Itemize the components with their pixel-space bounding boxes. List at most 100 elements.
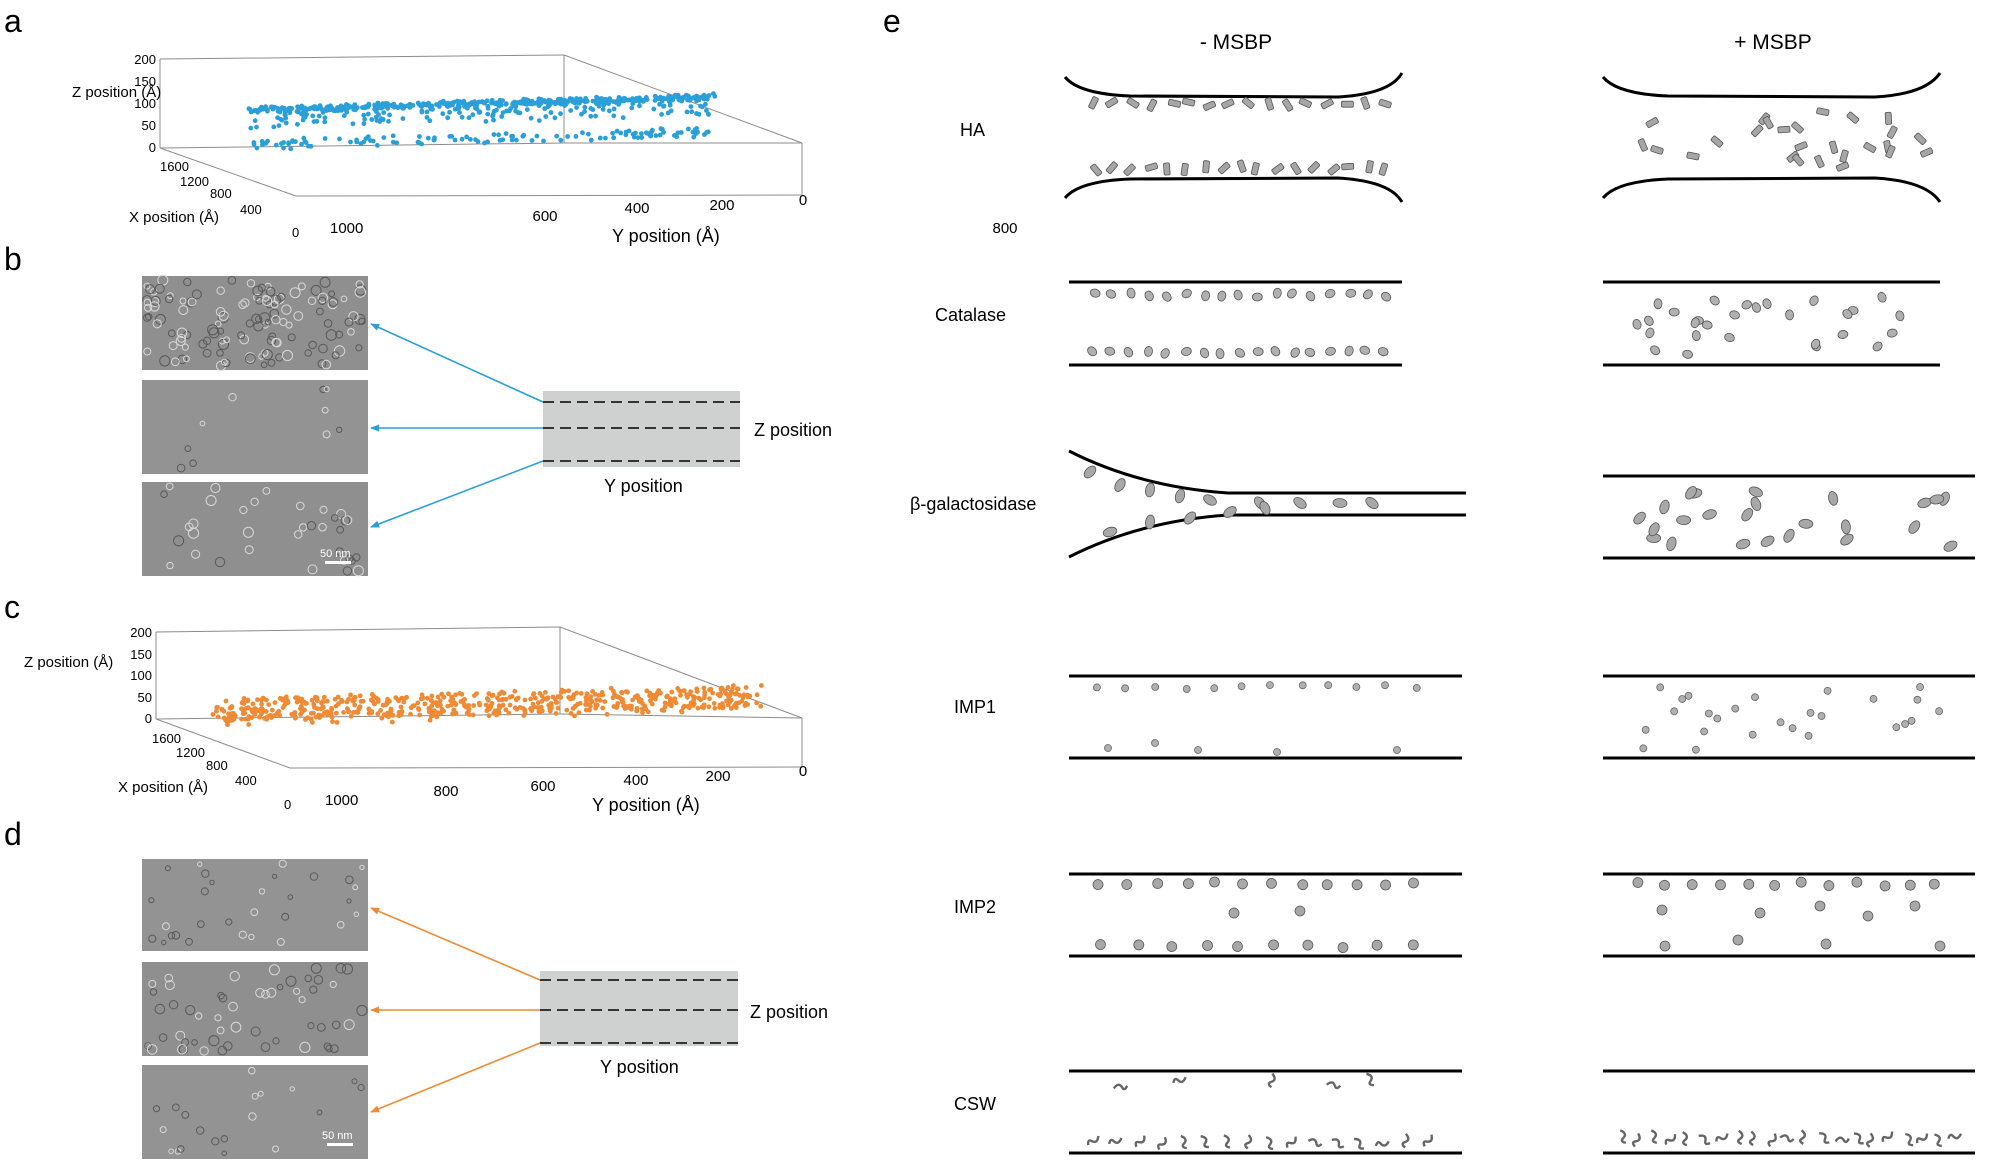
data-point <box>338 108 344 113</box>
data-point <box>445 103 450 109</box>
protein-particle <box>1366 1072 1374 1087</box>
protein-particle <box>1321 879 1333 891</box>
data-point <box>375 711 381 717</box>
protein-particle <box>1879 880 1891 892</box>
data-point <box>623 132 629 138</box>
data-point <box>426 100 431 106</box>
particle <box>214 320 222 328</box>
data-point <box>393 695 399 701</box>
membrane-ha-plus-top <box>1601 72 1942 99</box>
data-point <box>614 128 620 134</box>
protein-particle <box>1217 290 1227 302</box>
data-point <box>503 696 509 702</box>
particle <box>359 864 365 871</box>
protein-particle <box>1700 727 1708 736</box>
protein-particle <box>1806 709 1815 717</box>
protein-particle <box>1795 876 1807 888</box>
protein-particle <box>1237 878 1248 890</box>
particle <box>250 497 259 506</box>
particle <box>325 329 338 341</box>
data-point <box>529 101 535 107</box>
data-point <box>657 101 662 107</box>
data-point <box>286 141 291 147</box>
protein-particle <box>1102 526 1118 538</box>
data-point <box>620 115 626 121</box>
data-point <box>429 693 435 699</box>
data-point <box>427 717 433 723</box>
protein-particle <box>1659 499 1670 515</box>
data-point <box>454 98 460 104</box>
data-point <box>664 694 669 700</box>
data-point <box>486 691 492 696</box>
data-point <box>389 719 395 725</box>
data-point <box>635 135 641 141</box>
particle <box>293 987 301 995</box>
protein-particle <box>1842 309 1853 319</box>
data-point <box>546 703 552 708</box>
scatter-plot-c: 200 150 100 50 0 Z position (Å) 1600 120… <box>24 625 807 815</box>
data-point <box>322 119 328 125</box>
data-point <box>610 99 616 104</box>
protein-particle <box>1228 907 1240 919</box>
data-point <box>543 114 549 119</box>
data-point <box>393 104 399 109</box>
data-point <box>499 697 505 703</box>
data-point <box>419 104 425 109</box>
data-point <box>535 700 541 706</box>
data-point <box>239 716 244 722</box>
data-point <box>531 704 537 710</box>
data-point <box>453 710 459 716</box>
data-point <box>661 708 667 713</box>
protein-particle <box>1351 879 1363 891</box>
data-point <box>611 113 617 119</box>
protein-particle <box>1779 1134 1795 1143</box>
particle <box>240 298 250 308</box>
protein-particle <box>1105 96 1119 109</box>
data-point <box>411 703 417 708</box>
data-point <box>254 707 259 713</box>
particle <box>152 319 162 329</box>
protein-particle <box>1401 1133 1410 1149</box>
data-point <box>689 109 695 115</box>
particles-b-top <box>142 274 367 371</box>
data-point <box>528 696 533 702</box>
protein-particle <box>1648 522 1660 537</box>
protein-particle <box>1393 746 1401 754</box>
data-point <box>607 97 612 103</box>
protein-particle <box>1126 287 1136 299</box>
data-point <box>669 689 675 695</box>
data-point <box>513 137 519 143</box>
data-point <box>541 138 546 144</box>
protein-label-catalase: Catalase <box>935 305 1006 325</box>
data-point <box>639 131 644 137</box>
data-point <box>307 106 313 111</box>
data-point <box>464 105 470 111</box>
data-point <box>574 105 579 110</box>
protein-particle <box>1866 1132 1875 1148</box>
protein-particle <box>1251 292 1263 302</box>
particle <box>271 873 278 879</box>
data-point <box>630 101 636 106</box>
data-point <box>513 108 518 114</box>
particle <box>261 295 273 306</box>
protein-particle <box>1304 347 1316 357</box>
particle <box>185 937 193 946</box>
particle <box>258 888 266 895</box>
particle <box>161 939 167 946</box>
data-point <box>492 708 498 714</box>
protein-particle <box>1236 159 1247 173</box>
data-point <box>539 708 545 714</box>
y-axis-ticks-a: 1000 800 600 400 200 0 <box>330 192 1018 237</box>
data-point <box>747 693 753 699</box>
data-point <box>694 126 699 131</box>
particle <box>250 908 259 917</box>
protein-particle <box>1682 1131 1689 1147</box>
particle <box>168 341 178 351</box>
data-point <box>583 97 588 103</box>
data-point <box>694 689 700 694</box>
data-point <box>588 106 594 111</box>
data-point <box>572 713 577 719</box>
data-point <box>458 699 464 704</box>
data-point <box>588 704 593 709</box>
z-tick-a-3: 50 <box>142 118 156 133</box>
